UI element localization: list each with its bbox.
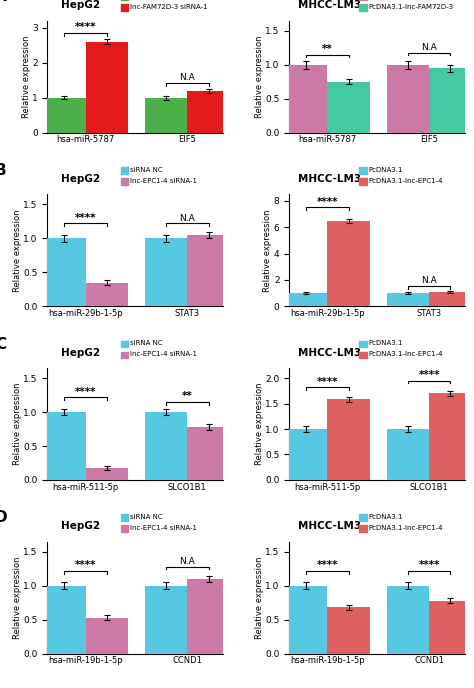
FancyBboxPatch shape (359, 514, 367, 521)
Bar (387, 65, 429, 133)
Bar (86, 469, 128, 480)
Bar (429, 394, 472, 480)
Text: N.A: N.A (180, 74, 195, 83)
Text: ****: **** (75, 22, 96, 32)
FancyBboxPatch shape (359, 167, 367, 173)
Bar (187, 579, 230, 654)
FancyBboxPatch shape (121, 341, 128, 347)
Text: PcDNA3.1-lnc-EPC1-4: PcDNA3.1-lnc-EPC1-4 (368, 352, 442, 358)
Bar (429, 68, 472, 133)
Y-axis label: Relative expression: Relative expression (264, 209, 273, 292)
Bar (145, 412, 187, 480)
Bar (328, 608, 370, 654)
FancyBboxPatch shape (359, 4, 367, 11)
Text: lnc-FAM72D-3 siRNA-1: lnc-FAM72D-3 siRNA-1 (129, 4, 207, 10)
FancyBboxPatch shape (359, 526, 367, 532)
Bar (86, 42, 128, 133)
FancyBboxPatch shape (121, 178, 128, 185)
Bar (429, 292, 472, 306)
Bar (328, 400, 370, 480)
Bar (43, 412, 86, 480)
Text: N.A: N.A (180, 214, 195, 223)
Bar (43, 239, 86, 306)
Y-axis label: Relative expression: Relative expression (13, 383, 22, 465)
Text: N.A: N.A (180, 557, 195, 566)
Y-axis label: Relative expression: Relative expression (13, 209, 22, 292)
Text: siRNA NC: siRNA NC (129, 341, 162, 346)
Bar (86, 618, 128, 654)
Text: ****: **** (317, 560, 338, 570)
Bar (285, 585, 328, 654)
Text: ****: **** (75, 387, 96, 396)
FancyBboxPatch shape (121, 167, 128, 173)
Text: ****: **** (317, 377, 338, 387)
Text: A: A (0, 0, 7, 4)
Y-axis label: Relative expression: Relative expression (255, 383, 264, 465)
Text: MHCC-LM3: MHCC-LM3 (298, 347, 361, 358)
Bar (43, 98, 86, 133)
Text: ****: **** (419, 370, 440, 380)
Bar (328, 221, 370, 306)
Bar (285, 293, 328, 306)
Text: lnc-EPC1-4 siRNA-1: lnc-EPC1-4 siRNA-1 (129, 525, 197, 531)
Bar (43, 585, 86, 654)
Bar (145, 239, 187, 306)
FancyBboxPatch shape (121, 352, 128, 358)
Text: **: ** (322, 44, 333, 54)
Text: C: C (0, 336, 6, 352)
Text: PcDNA3.1-lnc-EPC1-4: PcDNA3.1-lnc-EPC1-4 (368, 178, 442, 184)
Y-axis label: Relative expression: Relative expression (21, 35, 30, 118)
Bar (145, 585, 187, 654)
Y-axis label: Relative expression: Relative expression (13, 557, 22, 639)
Bar (429, 601, 472, 654)
Text: PcDNA3.1-lnc-EPC1-4: PcDNA3.1-lnc-EPC1-4 (368, 525, 442, 531)
FancyBboxPatch shape (359, 352, 367, 358)
Text: ****: **** (75, 560, 96, 570)
Text: siRNA NC: siRNA NC (129, 166, 162, 173)
Text: N.A: N.A (421, 277, 437, 286)
Text: PcDNA3.1-lnc-FAM72D-3: PcDNA3.1-lnc-FAM72D-3 (368, 4, 453, 10)
Text: ****: **** (75, 213, 96, 223)
Text: PcDNA3.1: PcDNA3.1 (368, 514, 402, 520)
Text: MHCC-LM3: MHCC-LM3 (298, 1, 361, 10)
Text: **: ** (182, 391, 193, 401)
Bar (86, 283, 128, 306)
Text: HepG2: HepG2 (62, 522, 100, 531)
FancyBboxPatch shape (121, 514, 128, 521)
Bar (328, 82, 370, 133)
Text: MHCC-LM3: MHCC-LM3 (298, 522, 361, 531)
Bar (387, 429, 429, 480)
Text: N.A: N.A (421, 43, 437, 52)
Text: HepG2: HepG2 (62, 347, 100, 358)
FancyBboxPatch shape (359, 178, 367, 185)
FancyBboxPatch shape (121, 4, 128, 11)
Bar (187, 91, 230, 133)
Bar (187, 427, 230, 480)
Bar (187, 235, 230, 306)
Bar (387, 585, 429, 654)
Text: MHCC-LM3: MHCC-LM3 (298, 174, 361, 184)
Bar (285, 65, 328, 133)
Text: D: D (0, 510, 8, 525)
Text: HepG2: HepG2 (62, 174, 100, 184)
Text: PcDNA3.1: PcDNA3.1 (368, 341, 402, 346)
Y-axis label: Relative expression: Relative expression (255, 35, 264, 118)
Text: ****: **** (317, 197, 338, 207)
Bar (285, 429, 328, 480)
Text: lnc-EPC1-4 siRNA-1: lnc-EPC1-4 siRNA-1 (129, 178, 197, 184)
Text: B: B (0, 163, 7, 178)
Text: HepG2: HepG2 (62, 1, 100, 10)
Bar (387, 293, 429, 306)
Text: PcDNA3.1: PcDNA3.1 (368, 166, 402, 173)
Bar (145, 98, 187, 133)
FancyBboxPatch shape (121, 526, 128, 532)
Y-axis label: Relative expression: Relative expression (255, 557, 264, 639)
Text: ****: **** (419, 560, 440, 570)
Text: lnc-EPC1-4 siRNA-1: lnc-EPC1-4 siRNA-1 (129, 352, 197, 358)
Text: siRNA NC: siRNA NC (129, 514, 162, 520)
FancyBboxPatch shape (359, 341, 367, 347)
